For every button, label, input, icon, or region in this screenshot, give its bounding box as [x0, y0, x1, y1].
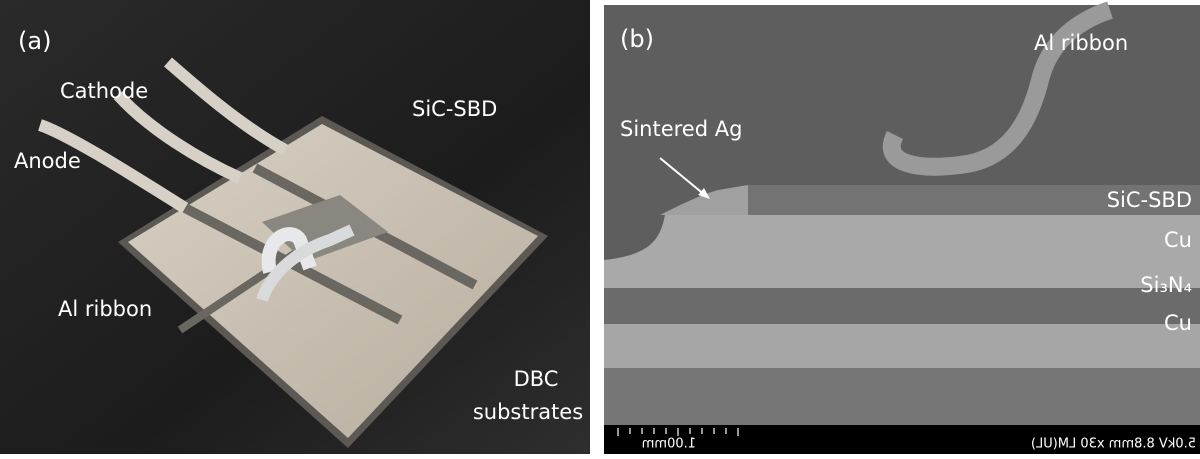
annotation: DBC	[514, 367, 559, 391]
annotation: Cu	[1164, 311, 1192, 335]
annotation: Cu	[1164, 228, 1192, 252]
annotation: Al ribbon	[58, 297, 152, 321]
annotation: Cathode	[60, 79, 148, 103]
annotation: Anode	[14, 149, 81, 173]
bottom-layer	[604, 368, 1200, 425]
annotation: Sintered Ag	[620, 117, 742, 141]
sem-info: 5.0kV 8.8mm x30 LM(UL)	[1031, 437, 1196, 452]
panel-label: (a)	[18, 27, 51, 55]
page: (a) Cathode Anode SiC-SBD Al ribbon DBC …	[0, 0, 1200, 454]
panel-label: (b)	[620, 25, 654, 53]
annotation: Si₃N₄	[1140, 273, 1192, 297]
panel-a: (a) Cathode Anode SiC-SBD Al ribbon DBC …	[0, 0, 590, 454]
figure: (a) Cathode Anode SiC-SBD Al ribbon DBC …	[0, 0, 1200, 454]
annotation: Al ribbon	[1034, 31, 1128, 55]
panel-b: 1.00mm 5.0kV 8.8mm x30 LM(UL) (b) Al rib…	[604, 5, 1200, 454]
copper-layer	[604, 215, 1200, 288]
scale-bar-label: 1.00mm	[642, 437, 696, 452]
ceramic-layer	[604, 288, 1200, 324]
annotation: SiC-SBD	[1107, 188, 1192, 212]
annotation: substrates	[473, 400, 583, 424]
annotation: SiC-SBD	[412, 97, 497, 121]
copper-layer	[604, 324, 1200, 368]
